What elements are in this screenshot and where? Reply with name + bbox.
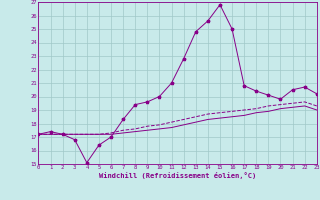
X-axis label: Windchill (Refroidissement éolien,°C): Windchill (Refroidissement éolien,°C): [99, 172, 256, 179]
